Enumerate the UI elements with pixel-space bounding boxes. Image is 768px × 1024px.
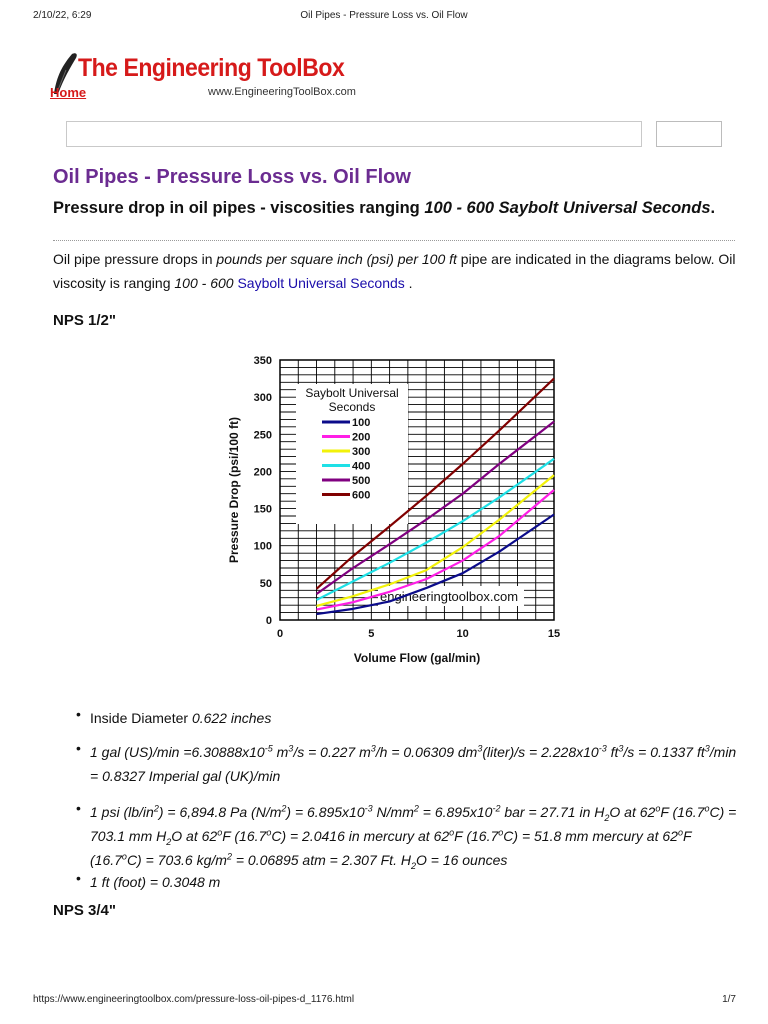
bullet-dot: • xyxy=(76,706,81,722)
y-tick-label: 250 xyxy=(254,429,272,441)
legend-label: 300 xyxy=(352,446,370,458)
y-tick-label: 100 xyxy=(254,541,272,553)
y-tick-label: 350 xyxy=(254,355,272,367)
series-line xyxy=(315,420,555,595)
subtitle-text: Pressure drop in oil pipes - viscosities… xyxy=(53,199,425,217)
site-url: www.EngineeringToolBox.com xyxy=(208,86,356,98)
y-tick-label: 0 xyxy=(266,615,272,627)
series-line xyxy=(316,474,555,607)
y-tick-label: 300 xyxy=(254,392,272,404)
saybolt-link[interactable]: Saybolt Universal Seconds xyxy=(237,275,405,291)
legend-label: 500 xyxy=(352,475,370,487)
divider xyxy=(53,240,735,241)
bullet-label: Inside Diameter xyxy=(90,710,192,726)
x-tick-label: 10 xyxy=(457,628,469,640)
legend-label: 100 xyxy=(352,417,370,429)
y-axis-label: Pressure Drop (psi/100 ft) xyxy=(227,417,241,563)
feather-icon xyxy=(54,53,77,94)
intro-italic-2: 100 - 600 xyxy=(174,275,238,291)
search-input[interactable] xyxy=(66,121,642,147)
bullet-text: 1 ft (foot) = 0.3048 m xyxy=(90,874,221,890)
home-link[interactable]: Home xyxy=(50,85,87,100)
x-tick-label: 5 xyxy=(368,628,374,640)
subtitle-end: . xyxy=(710,199,716,217)
psi-conversion-text: 1 psi (lb/in2) = 6,894.8 Pa (N/m2) = 6.8… xyxy=(90,803,737,871)
legend-title: Seconds xyxy=(329,400,376,414)
print-url: https://www.engineeringtoolbox.com/press… xyxy=(33,994,355,1005)
x-axis-label: Volume Flow (gal/min) xyxy=(354,651,480,665)
page-subtitle: Pressure drop in oil pipes - viscosities… xyxy=(53,197,733,219)
series-line xyxy=(316,457,555,601)
page-title: Oil Pipes - Pressure Loss vs. Oil Flow xyxy=(53,166,411,188)
x-tick-label: 15 xyxy=(548,628,560,640)
legend-label: 600 xyxy=(352,490,370,502)
intro-italic-1: pounds per square inch (psi) per 100 ft xyxy=(216,251,457,267)
subtitle-italic: 100 - 600 Saybolt Universal Seconds xyxy=(424,199,711,217)
series-line xyxy=(316,489,555,611)
print-page-number: 1/7 xyxy=(722,994,736,1005)
y-tick-label: 150 xyxy=(254,504,272,516)
gal-conversion-text: 1 gal (US)/min =6.30888x10-5 m3/s = 0.22… xyxy=(90,743,737,784)
intro-text-2: pipe are indicated in the diagrams below… xyxy=(53,251,736,291)
bullet-value: 0.622 inches xyxy=(191,710,272,726)
legend-label: 400 xyxy=(352,461,370,473)
watermark-box xyxy=(378,586,524,606)
bullet-text: Inside Diameter 0.622 inches xyxy=(90,706,740,730)
pressure-drop-chart: Saybolt UniversalSeconds1002003004005006… xyxy=(227,355,560,665)
intro-text-3: . xyxy=(404,275,413,291)
legend-box xyxy=(296,384,408,524)
series-line xyxy=(315,377,555,590)
site-title: The Engineering ToolBox xyxy=(78,54,345,82)
bullet-dot: • xyxy=(76,740,81,756)
legend-label: 200 xyxy=(352,432,370,444)
y-tick-label: 50 xyxy=(260,578,272,590)
intro-text-1: Oil pipe pressure drops in xyxy=(53,251,217,267)
search-button[interactable] xyxy=(656,121,722,147)
site-logo[interactable]: The Engineering ToolBox Home www.Enginee… xyxy=(48,50,368,106)
x-tick-label: 0 xyxy=(277,628,283,640)
bullet-dot: • xyxy=(76,800,81,816)
bullet-dot: • xyxy=(76,870,81,886)
print-datetime: 2/10/22, 6:29 xyxy=(33,10,92,21)
print-page-title: Oil Pipes - Pressure Loss vs. Oil Flow xyxy=(300,10,468,21)
legend-title: Saybolt Universal xyxy=(305,386,398,400)
y-tick-label: 200 xyxy=(254,466,272,478)
intro-paragraph: Oil pipe pressure drops in pounds per sq… xyxy=(53,247,743,295)
series-line xyxy=(316,513,555,616)
section-heading-nps-3-4: NPS 3/4" xyxy=(53,902,116,919)
section-heading-nps-1-2: NPS 1/2" xyxy=(53,312,116,329)
